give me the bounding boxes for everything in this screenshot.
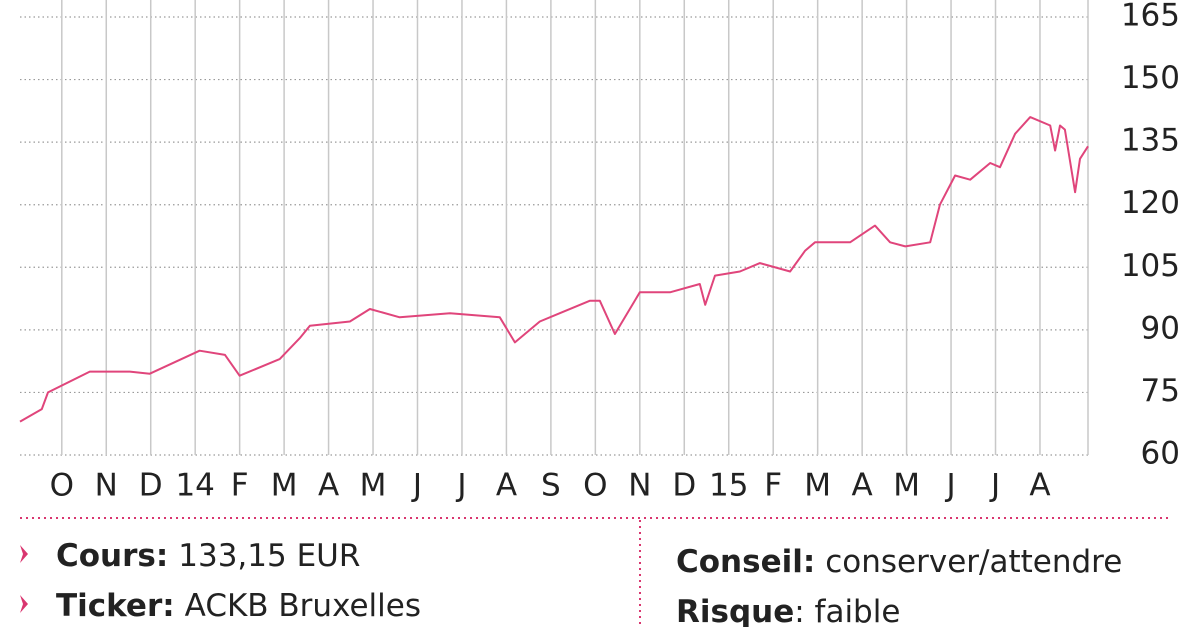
x-tick-label: M — [893, 468, 920, 504]
x-tick-label: A — [852, 468, 873, 504]
info-label: Ticker: — [56, 588, 175, 624]
x-tick-label: N — [95, 468, 118, 504]
x-tick-label: M — [804, 468, 831, 504]
bullet — [20, 545, 28, 563]
info-row: Cours: 133,15 EUR — [56, 538, 360, 574]
x-tick-label: O — [50, 468, 74, 504]
x-tick-label: J — [944, 468, 955, 504]
y-tick-label: 90 — [1141, 310, 1180, 346]
y-tick-label: 60 — [1141, 436, 1180, 472]
price-line — [19, 116, 1089, 423]
x-tick-label: J — [411, 468, 422, 504]
x-tick-label: F — [764, 468, 782, 504]
info-value: conserver/attendre — [825, 544, 1122, 580]
info-label: Cours: — [56, 538, 168, 574]
x-tick-label: M — [360, 468, 387, 504]
x-tick-label: M — [271, 468, 298, 504]
info-row: Conseil: conserver/attendre — [676, 544, 1122, 580]
info-value: : faible — [794, 594, 900, 627]
bullet — [20, 595, 28, 613]
x-tick-label: A — [1029, 468, 1050, 504]
y-tick-label: 135 — [1121, 123, 1180, 159]
info-label: Risque — [676, 594, 794, 627]
info-row: Ticker: ACKB Bruxelles — [56, 588, 421, 624]
info-value: ACKB Bruxelles — [185, 588, 421, 624]
info-row: Risque: faible — [676, 594, 900, 627]
info-value: 133,15 EUR — [178, 538, 360, 574]
info-label: Conseil: — [676, 544, 815, 580]
x-tick-label: S — [541, 468, 561, 504]
x-tick-label: A — [496, 468, 517, 504]
y-tick-label: 105 — [1121, 248, 1180, 284]
y-tick-label: 75 — [1141, 373, 1180, 409]
y-tick-label: 120 — [1121, 185, 1180, 221]
x-tick-label: N — [628, 468, 651, 504]
x-tick-label: J — [989, 468, 1000, 504]
y-tick-label: 165 — [1121, 0, 1180, 34]
x-tick-label: O — [583, 468, 607, 504]
x-tick-label: D — [139, 468, 163, 504]
x-tick-label: 15 — [709, 468, 748, 504]
x-tick-label: J — [455, 468, 466, 504]
x-tick-label: F — [231, 468, 249, 504]
y-tick-label: 150 — [1121, 60, 1180, 96]
x-tick-label: 14 — [175, 468, 214, 504]
x-tick-label: D — [672, 468, 696, 504]
x-tick-label: A — [318, 468, 339, 504]
